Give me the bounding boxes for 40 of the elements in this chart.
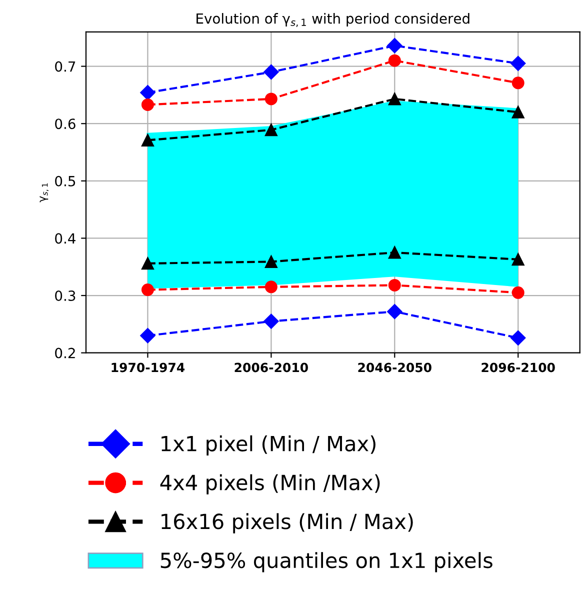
y-tick-label: 0.5 — [55, 176, 76, 186]
point — [264, 124, 278, 136]
legend-label: 5%-95% quantiles on 1x1 pixels — [160, 552, 492, 572]
chart-title: Evolution of γ$_{s,1}$ with period considered — [196, 13, 470, 27]
point — [264, 92, 278, 106]
legend-label: 1x1 pixel (Min / Max) — [162, 435, 376, 456]
point — [141, 257, 154, 270]
y-tick-label: 0.4 — [55, 233, 76, 244]
point — [264, 314, 279, 329]
y-tick-label: 0.7 — [55, 61, 76, 72]
y-tick-label: 0.6 — [55, 118, 76, 130]
point — [388, 54, 401, 67]
point — [388, 92, 401, 106]
legend-label: 4x4 pixels (Min /Max) — [160, 474, 380, 494]
point — [141, 98, 154, 111]
x-tick-label: 2006-2010 — [234, 362, 308, 372]
point — [512, 253, 524, 266]
point — [510, 56, 526, 71]
point — [512, 76, 524, 90]
point — [140, 85, 156, 100]
point — [264, 64, 279, 80]
x-tick-label: 2046-2050 — [358, 362, 432, 372]
y-tick-label: 0.3 — [55, 290, 76, 301]
point — [387, 304, 402, 320]
point — [387, 38, 402, 54]
point — [141, 284, 154, 296]
point — [141, 134, 154, 146]
point — [388, 278, 401, 292]
point — [388, 246, 401, 259]
y-axis-title: γ$_{s,1}$ — [40, 183, 49, 202]
point — [512, 286, 524, 299]
point — [510, 330, 526, 346]
y-tick-label: 0.2 — [55, 348, 75, 358]
point — [512, 106, 524, 118]
x-tick-label: 2096-2100 — [482, 362, 555, 372]
point — [264, 255, 278, 268]
x-tick-label: 1970-1974 — [112, 362, 185, 372]
point — [140, 328, 156, 344]
legend-label: 16x16 pixels (Min / Max) — [162, 513, 413, 534]
point — [264, 280, 278, 294]
